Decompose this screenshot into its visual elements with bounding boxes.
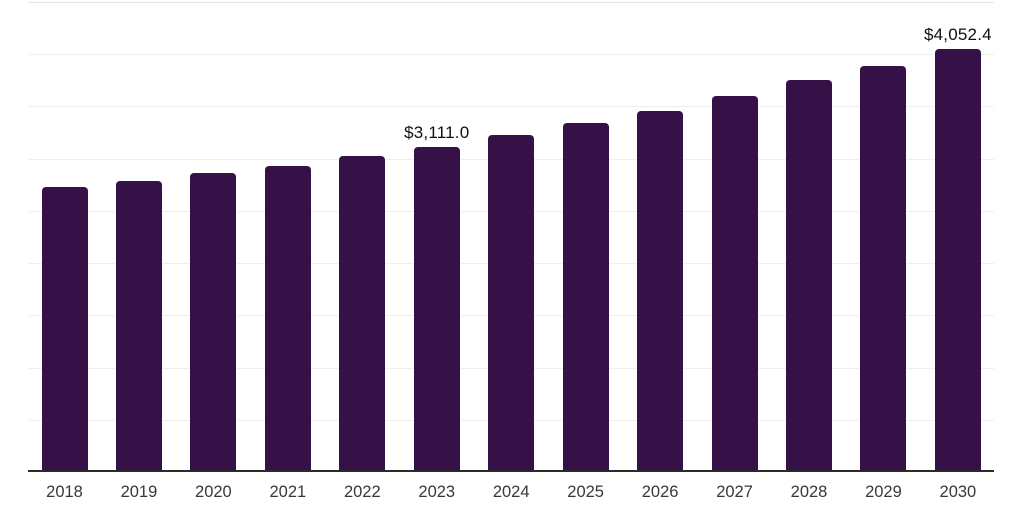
gridline bbox=[28, 211, 994, 212]
x-tick-label-2021: 2021 bbox=[269, 483, 307, 501]
x-tick-label-2020: 2020 bbox=[195, 483, 232, 501]
x-tick-label-2030: 2030 bbox=[939, 483, 977, 501]
bar-2025 bbox=[562, 123, 609, 472]
bar-2020 bbox=[190, 172, 237, 472]
bar-2026 bbox=[637, 110, 684, 472]
gridline bbox=[28, 159, 994, 160]
bar-2022 bbox=[339, 155, 386, 472]
bar-2030 bbox=[934, 48, 981, 472]
x-tick-label-2029: 2029 bbox=[865, 483, 902, 501]
bar-2018 bbox=[41, 186, 88, 472]
x-tick-label-2023: 2023 bbox=[418, 483, 456, 501]
x-tick-label-2019: 2019 bbox=[120, 483, 158, 501]
x-tick-label-2027: 2027 bbox=[716, 483, 753, 501]
x-tick-label-2024: 2024 bbox=[492, 483, 530, 501]
bar-2024 bbox=[488, 134, 535, 472]
value-label-2030: $4,052.4 bbox=[924, 24, 992, 44]
x-axis-line bbox=[28, 470, 994, 472]
gridline bbox=[28, 263, 994, 264]
gridline bbox=[28, 368, 994, 369]
gridline bbox=[28, 106, 994, 107]
x-tick-label-2026: 2026 bbox=[641, 483, 679, 501]
x-tick-label-2025: 2025 bbox=[567, 483, 604, 501]
bar-2019 bbox=[115, 180, 162, 472]
bar-2029 bbox=[860, 65, 907, 472]
bar-2021 bbox=[264, 166, 311, 472]
bar-2023 bbox=[413, 147, 460, 472]
bar-2028 bbox=[786, 80, 832, 472]
bar-2027 bbox=[711, 96, 758, 472]
x-tick-label-2022: 2022 bbox=[343, 483, 381, 501]
gridline bbox=[28, 54, 994, 55]
gridline bbox=[28, 2, 994, 3]
x-tick-label-2018: 2018 bbox=[46, 483, 83, 501]
gridline bbox=[28, 420, 994, 421]
x-tick-label-2028: 2028 bbox=[790, 483, 828, 501]
gridline bbox=[28, 315, 994, 316]
value-label-2023: $3,111.0 bbox=[404, 123, 470, 143]
